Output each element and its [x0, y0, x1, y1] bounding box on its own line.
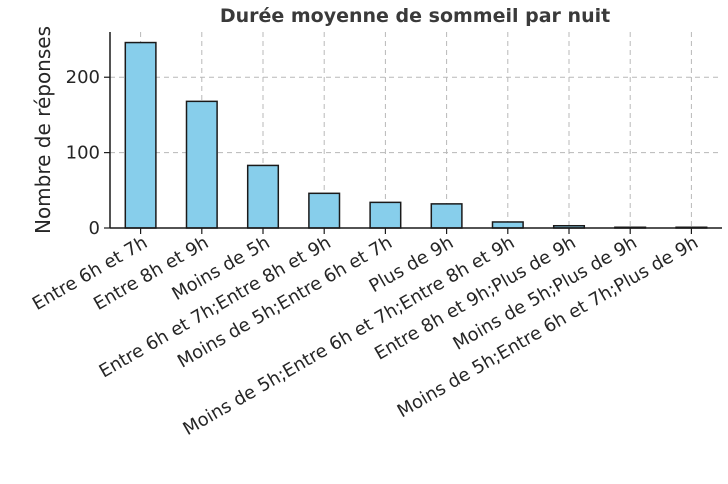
y-tick-label: 200	[66, 67, 100, 88]
bar	[124, 41, 157, 229]
y-tick-label: 0	[89, 218, 100, 239]
y-axis-label: Nombre de réponses	[31, 26, 55, 234]
y-ticks: 0 100 200	[66, 67, 110, 239]
bar	[430, 203, 463, 229]
axes	[109, 32, 722, 229]
bars	[124, 41, 708, 229]
bar	[246, 164, 280, 229]
y-tick-label: 100	[66, 143, 100, 164]
bar	[491, 221, 524, 229]
bar	[308, 192, 341, 229]
bar	[369, 201, 402, 229]
chart-title: Durée moyenne de sommeil par nuit	[220, 5, 610, 27]
bar	[185, 100, 218, 229]
